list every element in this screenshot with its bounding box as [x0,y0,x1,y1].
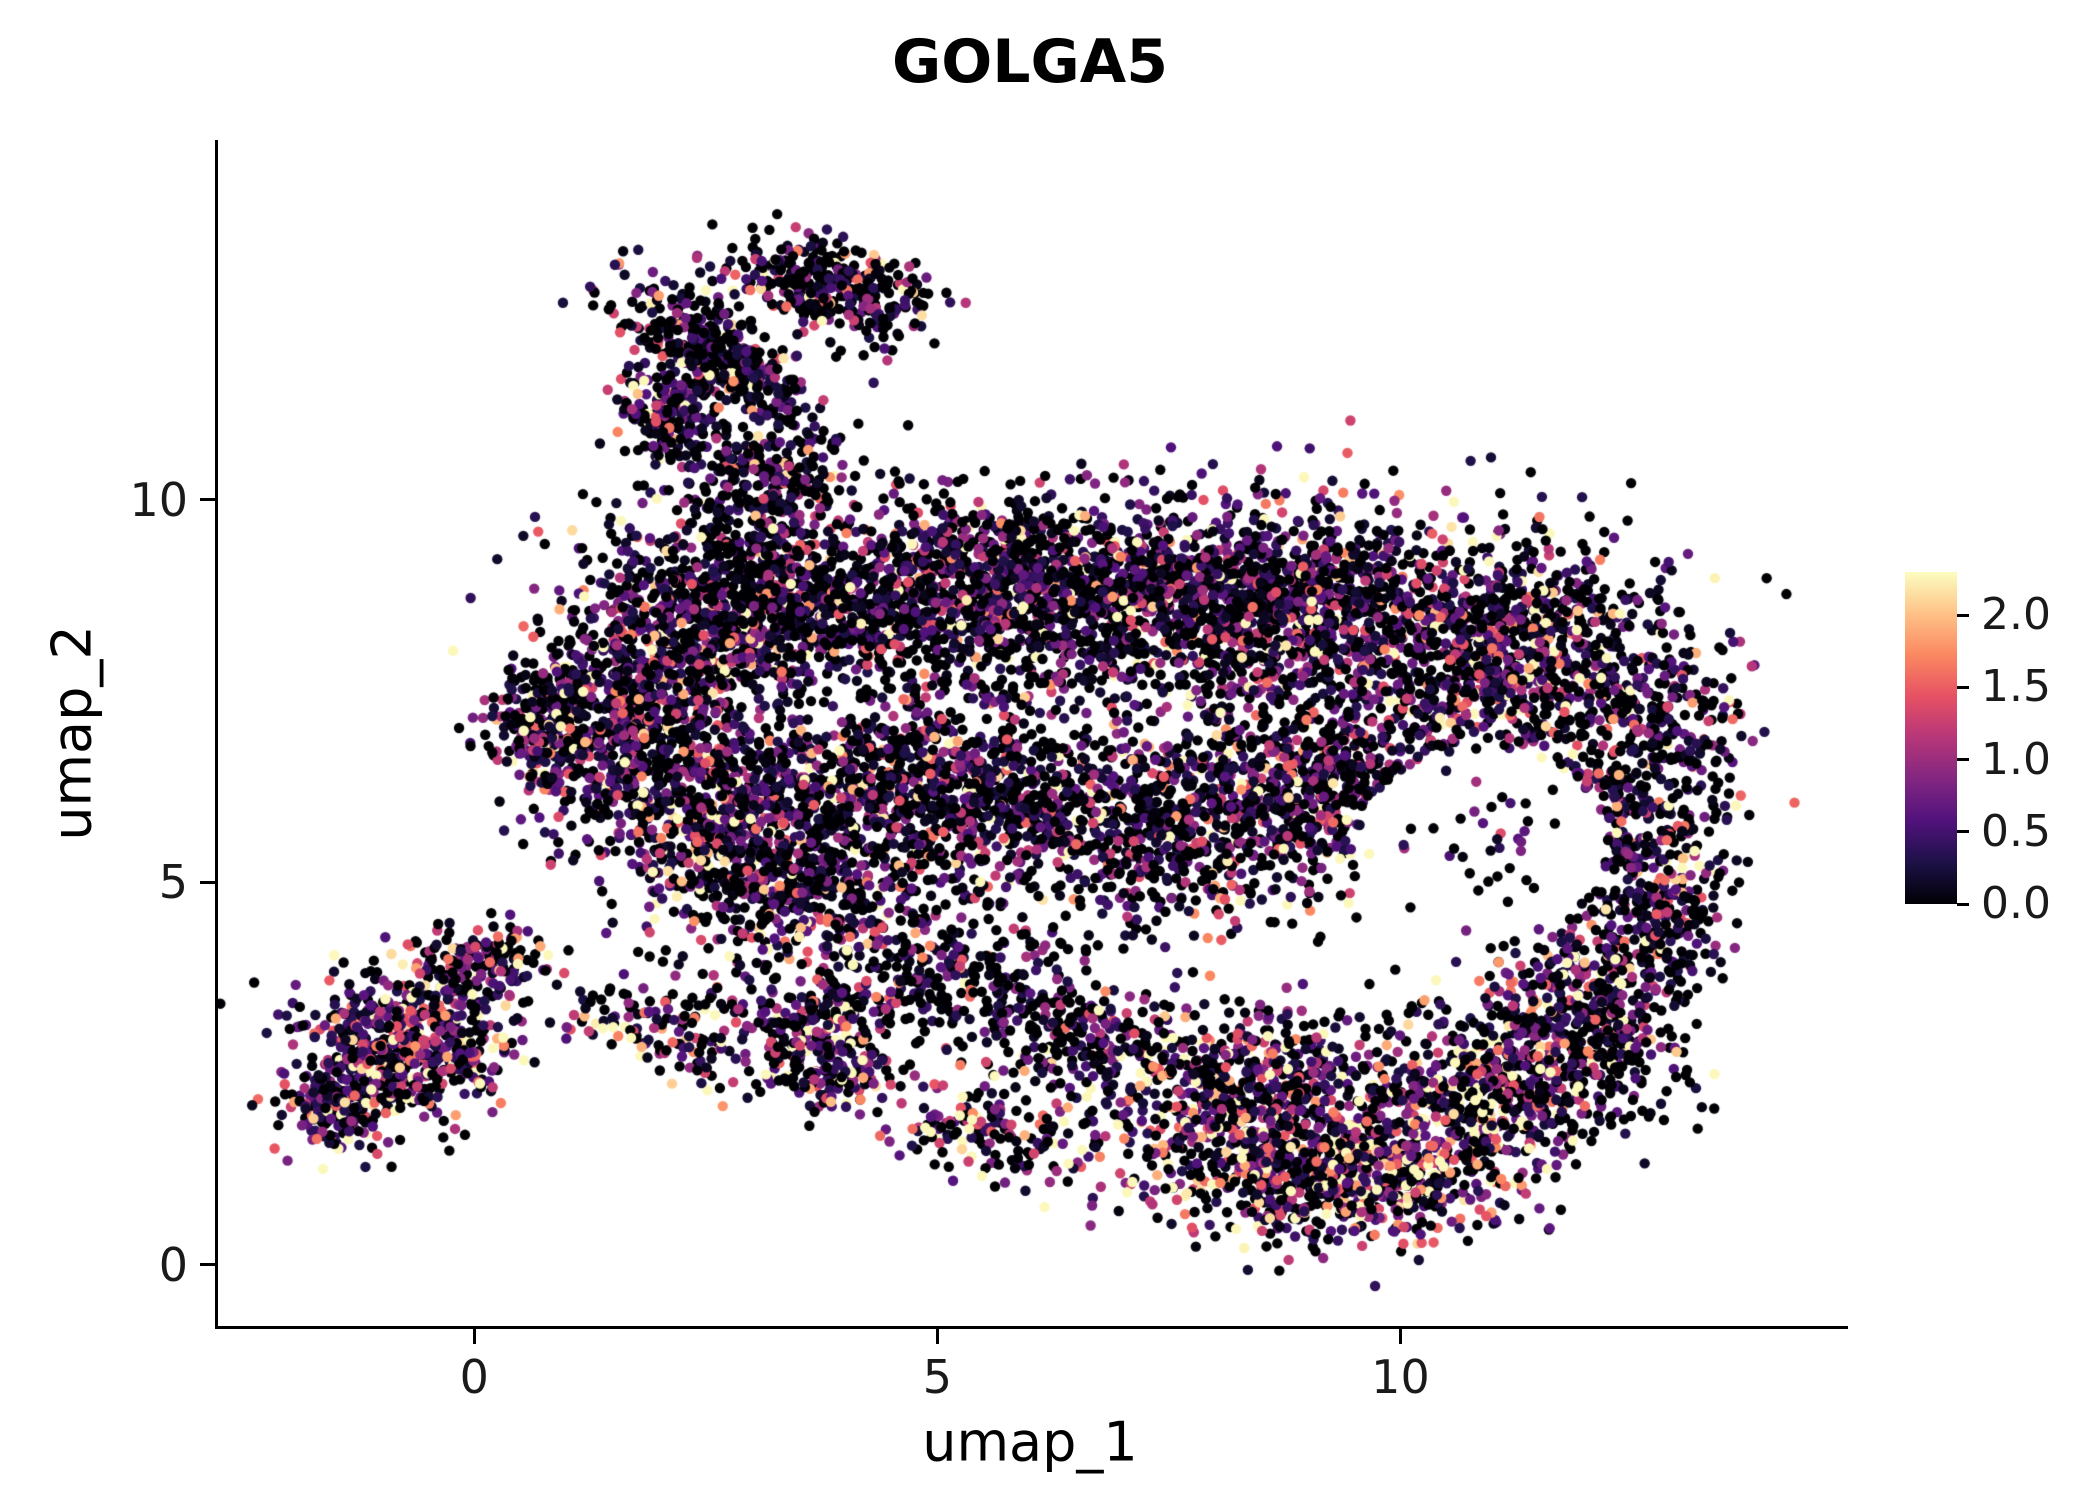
x-axis-tick [935,1329,939,1344]
y-axis-label: umap_2 [40,625,104,841]
y-axis-tick [200,498,215,502]
colorbar-gradient [1905,572,1957,904]
scatter-canvas [218,140,1848,1326]
y-axis-tick [200,1263,215,1267]
colorbar-tick-label: 0.0 [1981,878,2051,929]
y-axis-tick-label: 0 [158,1237,188,1292]
colorbar-tick-label: 2.0 [1981,589,2051,641]
colorbar-tick [1957,830,1969,834]
x-axis-tick-label: 10 [1371,1350,1430,1404]
plot-area [215,140,1848,1329]
x-axis-tick [1398,1329,1402,1344]
colorbar-tick-label: 1.5 [1981,661,2051,713]
colorbar-tick [1957,685,1969,689]
y-axis-tick-label: 10 [129,472,188,527]
colorbar-tick-label: 0.5 [1981,805,2051,857]
x-axis-tick-label: 0 [459,1350,489,1404]
x-axis-tick-label: 5 [922,1350,953,1404]
colorbar-tick [1957,902,1969,906]
chart-title: GOLGA5 [892,27,1168,97]
x-axis-tick [472,1329,476,1344]
colorbar-tick-label: 1.0 [1981,733,2051,785]
y-axis-tick [200,880,215,884]
y-axis-tick-label: 5 [158,855,188,910]
colorbar [1905,572,1957,904]
colorbar-tick [1957,613,1969,617]
colorbar-tick [1957,758,1969,762]
x-axis-label: umap_1 [922,1410,1138,1474]
